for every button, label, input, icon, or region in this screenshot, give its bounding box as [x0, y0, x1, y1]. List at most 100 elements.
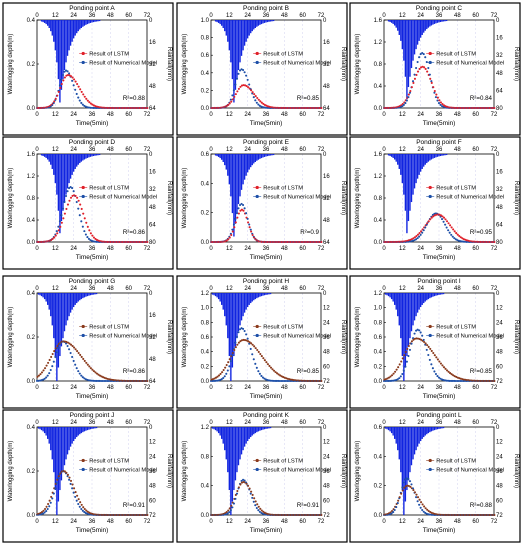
rainfall-bar [429, 293, 431, 299]
rainfall-bar [412, 20, 414, 61]
rainfall-bar [98, 20, 101, 22]
numerical-point [405, 99, 408, 102]
lstm-point [453, 230, 456, 233]
rainfall-bar [240, 293, 243, 321]
numerical-point [243, 207, 246, 210]
rainfall-bar [240, 427, 243, 455]
numerical-point [78, 214, 81, 217]
rainfall-bar [272, 20, 275, 22]
numerical-point [107, 379, 110, 383]
rainfall-bar [445, 154, 448, 156]
lstm-point [442, 216, 446, 219]
lstm-point [410, 340, 413, 343]
rainfall-bar [243, 427, 246, 447]
panel-frame [349, 275, 521, 409]
numerical-point [396, 502, 399, 505]
rainfall-bar [259, 293, 261, 297]
x-tick-label: 12 [399, 112, 406, 118]
rainfall-bar [233, 293, 235, 357]
rainfall-bar [403, 20, 405, 61]
rainfall-bar [234, 293, 237, 347]
rainfall-bar [394, 427, 396, 439]
numerical-point [257, 370, 260, 373]
lstm-point [418, 498, 421, 501]
rainfall-bar [424, 427, 426, 436]
lstm-point [54, 234, 57, 237]
numerical-point [231, 94, 234, 97]
numerical-point [94, 379, 97, 382]
r2-annotation: R²=0.85 [297, 368, 320, 375]
lstm-point [237, 486, 240, 489]
top-tick-label: 0 [382, 286, 386, 292]
rainfall-bar [94, 427, 96, 429]
lstm-point [272, 369, 276, 372]
rainfall-bar [219, 20, 221, 25]
numerical-point [419, 53, 422, 56]
rainfall-bar [237, 154, 240, 205]
lstm-point [395, 368, 398, 371]
top-tick-label: 12 [226, 13, 233, 19]
x-tick-label: 72 [144, 112, 151, 118]
rainfall-bar [65, 154, 67, 195]
y2-tick-label: 36 [496, 335, 503, 341]
lstm-point [76, 196, 79, 199]
top-tick-label: 72 [144, 420, 151, 426]
lstm-point [250, 342, 253, 345]
x-axis-label: Time(5min) [423, 393, 456, 400]
lstm-point [445, 369, 449, 372]
rainfall-bar [259, 154, 261, 159]
lstm-point [400, 360, 403, 363]
rainfall-bar [418, 20, 420, 41]
rainfall-bar [56, 427, 58, 515]
rainfall-bar [260, 427, 263, 431]
lstm-point [430, 349, 433, 352]
rainfall-bar [47, 154, 49, 160]
numerical-point [402, 369, 405, 372]
rainfall-bar [53, 154, 55, 175]
lstm-point [66, 341, 70, 344]
lstm-point [82, 212, 85, 215]
rainfall-bar [77, 20, 79, 32]
y-tick-label: 0.0 [201, 379, 210, 385]
rainfall-bar [37, 293, 40, 295]
rainfall-bar [246, 293, 249, 308]
rainfall-bar [76, 154, 78, 167]
lstm-point [39, 373, 42, 376]
legend-numerical-label: Result of Numerical Model [436, 194, 504, 200]
numerical-point [462, 240, 465, 243]
numerical-point [441, 218, 444, 221]
numerical-point [402, 103, 405, 106]
rainfall-bar [436, 20, 439, 23]
lstm-point [420, 230, 423, 233]
rainfall-bar [45, 427, 47, 436]
numerical-point [251, 353, 254, 356]
y2-tick-label: 0 [496, 152, 500, 158]
lstm-point [242, 209, 245, 212]
lstm-point [65, 471, 68, 474]
lstm-point [423, 66, 426, 69]
rainfall-bar [416, 293, 419, 313]
x-tick-label: 60 [125, 385, 132, 391]
numerical-point [66, 70, 69, 73]
lstm-point [80, 503, 83, 506]
numerical-point [404, 365, 407, 368]
chart-panel: Ponding point A0 12 24 36 48 60 720 12 24 36 48 60 7… [2, 2, 174, 136]
rainfall-bar [50, 293, 52, 317]
numerical-point [57, 346, 60, 349]
rainfall-bar [265, 293, 267, 295]
rainfall-bar [77, 293, 79, 302]
rainfall-bar [263, 427, 266, 430]
rainfall-bar [216, 20, 218, 23]
lstm-point [432, 215, 435, 218]
rainfall-bar [228, 427, 231, 491]
y-tick-label: 0.4 [201, 71, 210, 77]
rainfall-bar [433, 293, 436, 297]
numerical-point [92, 106, 95, 109]
rainfall-bar [234, 427, 237, 481]
legend-numerical-label: Result of Numerical Model [89, 467, 157, 473]
rainfall-bar [254, 427, 256, 434]
rainfall-bar [63, 20, 66, 71]
rainfall-bar [68, 20, 70, 51]
numerical-point [58, 84, 61, 87]
lstm-point [48, 499, 51, 502]
